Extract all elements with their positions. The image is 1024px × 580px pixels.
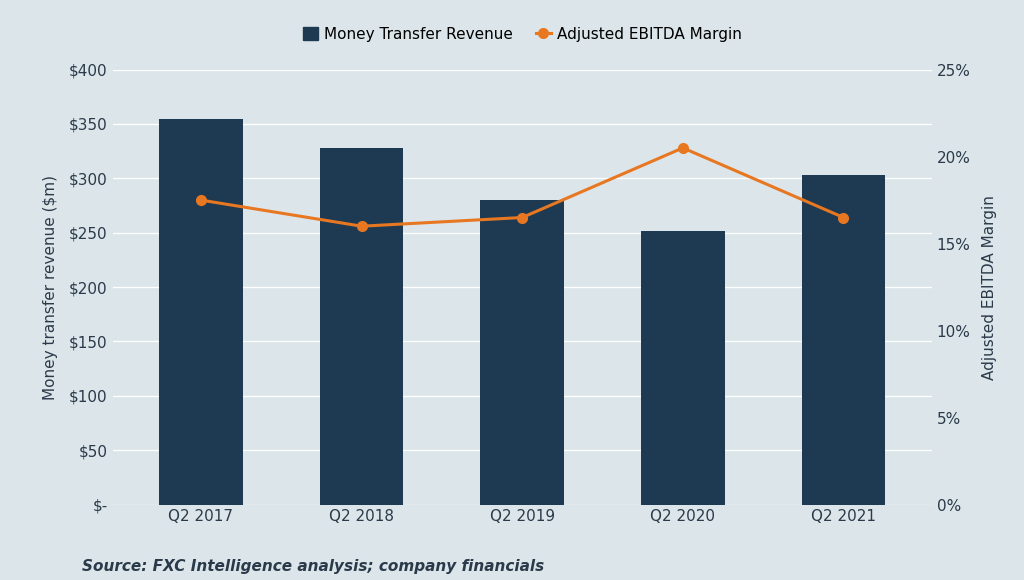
Bar [319,148,403,505]
Legend: Money Transfer Revenue, Adjusted EBITDA Margin: Money Transfer Revenue, Adjusted EBITDA … [296,21,749,48]
Text: Source: FXC Intelligence analysis; company financials: Source: FXC Intelligence analysis; compa… [82,559,544,574]
Bar [802,175,886,505]
Y-axis label: Money transfer revenue ($m): Money transfer revenue ($m) [43,175,58,400]
Adjusted EBITDA Margin [838,214,850,221]
Bar [480,200,564,505]
Adjusted EBITDA Margin [195,197,207,204]
Adjusted EBITDA Margin [516,214,528,221]
Adjusted EBITDA Margin [677,144,689,151]
Y-axis label: Adjusted EBITDA Margin: Adjusted EBITDA Margin [982,195,996,379]
Adjusted EBITDA Margin [355,223,368,230]
Bar [641,230,725,505]
Bar [159,118,243,505]
Line: Adjusted EBITDA Margin: Adjusted EBITDA Margin [197,143,848,231]
